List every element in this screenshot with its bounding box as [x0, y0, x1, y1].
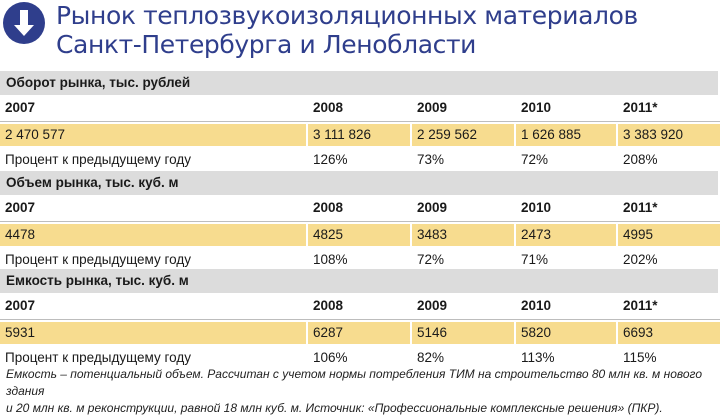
section-turnover: Оборот рынка, тыс. рублей 2007 2008 2009… [0, 71, 720, 173]
years-row: 2007 2008 2009 2010 2011* [0, 195, 720, 221]
year-cell: 2010 [521, 100, 552, 115]
download-arrow-icon [3, 2, 45, 44]
percent-cell: 72% [521, 152, 549, 167]
value-cell: 5931 [0, 322, 306, 344]
value-cell: 2 470 577 [0, 124, 306, 146]
value-cell: 5820 [516, 322, 616, 344]
percent-cell: 72% [417, 252, 445, 267]
section-heading: Емкость рынка, тыс. куб. м [0, 269, 718, 293]
percent-cell: 126% [313, 152, 348, 167]
percent-cell: 202% [623, 252, 658, 267]
values-row: 2 470 577 3 111 826 2 259 562 1 626 885 … [0, 121, 720, 147]
percent-cell: 71% [521, 252, 549, 267]
divider [0, 221, 720, 222]
year-cell: 2009 [417, 200, 448, 215]
years-row: 2007 2008 2009 2010 2011* [0, 293, 720, 319]
value-cell: 3 383 920 [618, 124, 720, 146]
value-cell: 3 111 826 [308, 124, 410, 146]
value-cell: 4825 [308, 224, 410, 246]
year-cell: 2007 [5, 100, 36, 115]
percent-label: Процент к предыдущему году [5, 152, 191, 167]
section-volume: Объем рынка, тыс. куб. м 2007 2008 2009 … [0, 171, 720, 273]
year-cell: 2007 [5, 298, 36, 313]
percent-row: Процент к предыдущему году 106% 82% 113%… [0, 345, 720, 371]
year-cell: 2011* [623, 298, 658, 313]
percent-cell: 82% [417, 350, 445, 365]
percent-row: Процент к предыдущему году 126% 73% 72% … [0, 147, 720, 173]
value-cell: 5146 [412, 322, 514, 344]
year-cell: 2008 [313, 200, 344, 215]
value-cell: 1 626 885 [516, 124, 616, 146]
year-cell: 2007 [5, 200, 36, 215]
footnote-line-1: Емкость – потенциальный объем. Рассчитан… [6, 367, 703, 398]
years-row: 2007 2008 2009 2010 2011* [0, 95, 720, 121]
percent-label: Процент к предыдущему году [5, 252, 191, 267]
value-cell: 3483 [412, 224, 514, 246]
section-heading: Оборот рынка, тыс. рублей [0, 71, 718, 95]
year-cell: 2010 [521, 200, 552, 215]
values-row: 4478 4825 3483 2473 4995 [0, 221, 720, 247]
title-line-2: Санкт-Петербурга и Ленобласти [56, 30, 476, 59]
divider [0, 121, 720, 122]
footnote-line-2: и 20 млн кв. м реконструкции, равной 18 … [6, 401, 663, 415]
percent-cell: 108% [313, 252, 348, 267]
percent-cell: 208% [623, 152, 658, 167]
footnote: Емкость – потенциальный объем. Рассчитан… [6, 366, 714, 417]
value-cell: 4995 [618, 224, 720, 246]
title-line-1: Рынок теплозвукоизоляционных материалов [56, 1, 638, 30]
year-cell: 2008 [313, 298, 344, 313]
year-cell: 2009 [417, 298, 448, 313]
values-row: 5931 6287 5146 5820 6693 [0, 319, 720, 345]
percent-cell: 106% [313, 350, 348, 365]
value-cell: 2 259 562 [412, 124, 514, 146]
percent-cell: 113% [521, 350, 555, 365]
year-cell: 2011* [623, 100, 658, 115]
value-cell: 2473 [516, 224, 616, 246]
percent-cell: 73% [417, 152, 445, 167]
percent-row: Процент к предыдущему году 108% 72% 71% … [0, 247, 720, 273]
value-cell: 6287 [308, 322, 410, 344]
year-cell: 2008 [313, 100, 344, 115]
year-cell: 2009 [417, 100, 448, 115]
divider [0, 319, 720, 320]
page-title: Рынок теплозвукоизоляционных материалов … [56, 1, 716, 59]
year-cell: 2011* [623, 200, 658, 215]
year-cell: 2010 [521, 298, 552, 313]
value-cell: 4478 [0, 224, 306, 246]
section-heading: Объем рынка, тыс. куб. м [0, 171, 718, 195]
section-capacity: Емкость рынка, тыс. куб. м 2007 2008 200… [0, 269, 720, 371]
percent-label: Процент к предыдущему году [5, 350, 191, 365]
percent-cell: 115% [623, 350, 657, 365]
value-cell: 6693 [618, 322, 720, 344]
